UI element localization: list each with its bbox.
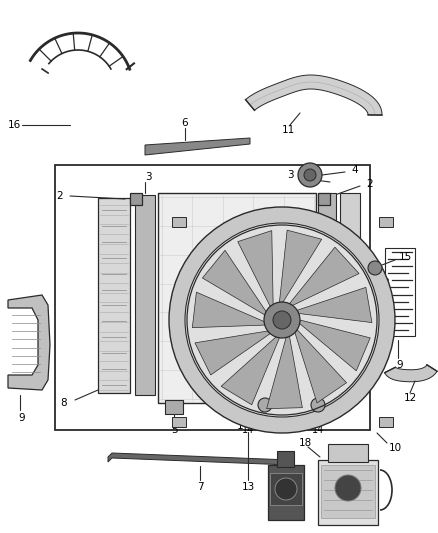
Text: 4: 4 [352, 165, 358, 175]
Text: 2: 2 [367, 179, 373, 189]
Polygon shape [8, 295, 50, 390]
Text: 12: 12 [403, 393, 417, 403]
Circle shape [304, 169, 316, 181]
Text: 11: 11 [281, 125, 295, 135]
Polygon shape [295, 330, 346, 403]
Polygon shape [385, 365, 437, 382]
Polygon shape [246, 75, 382, 115]
Text: 14: 14 [242, 425, 254, 435]
Polygon shape [267, 336, 302, 409]
Bar [165, 400, 183, 414]
Bar [55, 165, 370, 430]
Text: 5: 5 [171, 425, 177, 435]
Circle shape [311, 398, 325, 412]
Text: 13: 13 [241, 482, 254, 492]
Circle shape [335, 475, 361, 501]
Text: M: M [344, 483, 352, 492]
Bar [158, 193, 316, 403]
Bar [379, 217, 393, 227]
Bar [172, 417, 186, 427]
Polygon shape [195, 331, 270, 375]
Bar [340, 193, 360, 383]
Text: 15: 15 [399, 252, 412, 262]
Bar [318, 460, 378, 525]
Polygon shape [297, 287, 372, 322]
Polygon shape [108, 453, 290, 465]
Text: 3: 3 [145, 172, 151, 182]
Bar [172, 217, 186, 227]
Text: 7: 7 [197, 482, 203, 492]
Bar [130, 193, 142, 205]
Bar [379, 417, 393, 427]
Circle shape [264, 302, 300, 338]
Polygon shape [221, 337, 279, 405]
Text: 8: 8 [61, 398, 67, 408]
Bar [98, 198, 130, 393]
Bar [328, 444, 368, 462]
Bar [318, 193, 336, 403]
Polygon shape [279, 230, 322, 302]
Text: 16: 16 [7, 120, 21, 130]
Bar [318, 193, 330, 205]
Bar [135, 195, 155, 395]
Bar [277, 451, 294, 467]
Text: MOPAR: MOPAR [339, 472, 357, 478]
Text: 9: 9 [397, 360, 403, 370]
Circle shape [185, 223, 379, 417]
Circle shape [298, 163, 322, 187]
Polygon shape [192, 292, 265, 328]
Text: 2: 2 [57, 191, 64, 201]
Polygon shape [290, 247, 359, 305]
Bar [270, 473, 302, 505]
Text: M: M [283, 484, 290, 494]
Bar [385, 248, 415, 336]
Text: 8: 8 [383, 278, 389, 288]
Text: 9: 9 [19, 413, 25, 423]
Circle shape [169, 207, 395, 433]
Circle shape [273, 311, 291, 329]
Bar [268, 465, 304, 520]
Text: 10: 10 [389, 443, 402, 453]
Polygon shape [300, 320, 370, 371]
Polygon shape [202, 251, 266, 315]
Text: 14: 14 [312, 425, 324, 435]
Text: 1: 1 [237, 421, 244, 431]
Text: 3: 3 [287, 170, 293, 180]
Text: 6: 6 [182, 118, 188, 128]
Text: 18: 18 [298, 438, 311, 448]
Bar [321, 465, 375, 518]
Circle shape [275, 478, 297, 500]
Polygon shape [238, 231, 273, 306]
Polygon shape [145, 138, 250, 155]
Circle shape [258, 398, 272, 412]
Circle shape [368, 261, 382, 275]
